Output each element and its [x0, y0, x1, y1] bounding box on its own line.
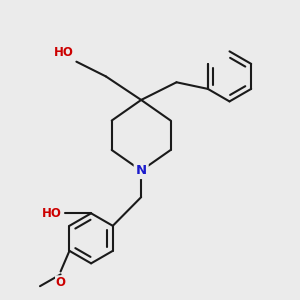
- Text: HO: HO: [42, 207, 62, 220]
- Text: N: N: [136, 164, 147, 177]
- Text: O: O: [56, 276, 66, 289]
- Text: HO: HO: [54, 46, 74, 59]
